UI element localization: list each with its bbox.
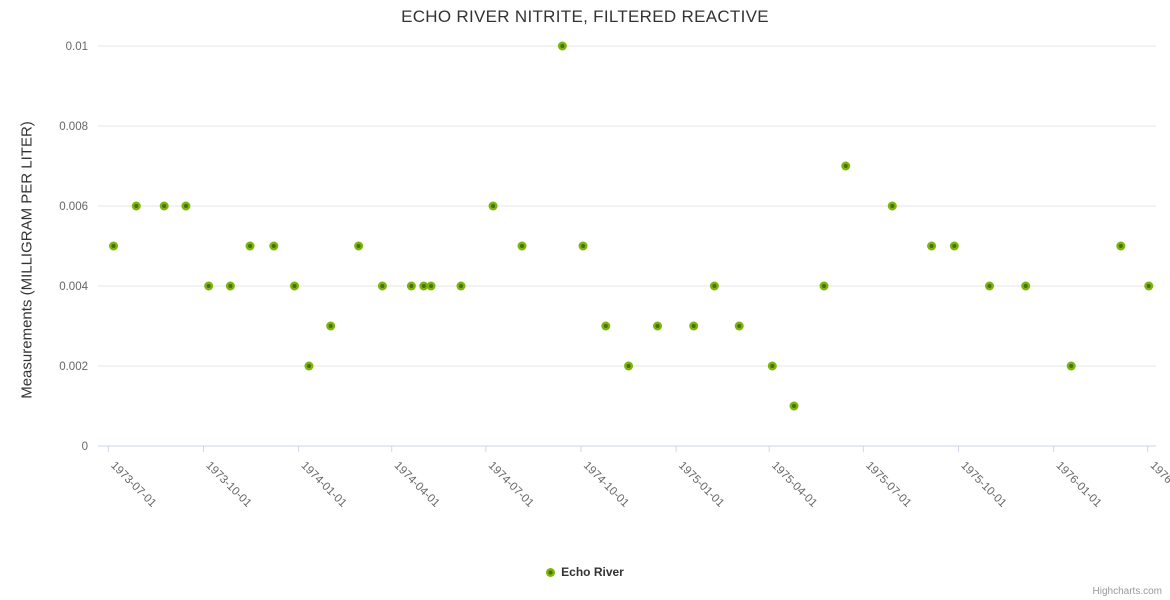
data-point-core xyxy=(429,284,434,288)
data-point-core xyxy=(626,364,631,368)
x-axis-tick-label: 1976-01-01 xyxy=(1053,460,1103,510)
data-point-core xyxy=(206,284,211,288)
data-point-core xyxy=(603,324,608,328)
data-point-core xyxy=(1023,284,1028,288)
y-axis-tick-label: 0.008 xyxy=(59,121,88,133)
x-axis-tick-label: 1975-10-01 xyxy=(958,460,1008,510)
data-point-core xyxy=(952,244,957,248)
legend-item-echo-river[interactable]: Echo River xyxy=(546,565,624,579)
data-point-core xyxy=(306,364,311,368)
data-point-core xyxy=(111,244,116,248)
x-axis-tick-label: 1974-04-01 xyxy=(392,460,442,510)
legend: Echo River xyxy=(0,562,1170,582)
data-point-core xyxy=(162,204,167,208)
data-point-core xyxy=(712,284,717,288)
data-point-core xyxy=(248,244,253,248)
x-axis-tick-label: 1974-07-01 xyxy=(486,460,536,510)
data-point-core xyxy=(459,284,464,288)
data-point-core xyxy=(843,164,848,168)
data-point-core xyxy=(183,204,188,208)
data-point-core xyxy=(409,284,414,288)
x-axis-tick-label: 1975-01-01 xyxy=(676,460,726,510)
data-point-core xyxy=(356,244,361,248)
data-point-core xyxy=(987,284,992,288)
x-axis-tick-label: 1976-04-01 xyxy=(1148,460,1170,510)
x-axis-tick-label: 1975-07-01 xyxy=(863,460,913,510)
x-axis-tick-label: 1973-10-01 xyxy=(203,460,253,510)
data-point-core xyxy=(328,324,333,328)
data-point-core xyxy=(421,284,426,288)
data-point-core xyxy=(770,364,775,368)
data-point-core xyxy=(1069,364,1074,368)
data-point-core xyxy=(737,324,742,328)
chart-title: ECHO RIVER NITRITE, FILTERED REACTIVE xyxy=(401,7,769,26)
data-point-core xyxy=(890,204,895,208)
data-point-core xyxy=(491,204,496,208)
data-point-core xyxy=(134,204,139,208)
legend-marker-icon xyxy=(546,567,556,577)
data-point-core xyxy=(292,284,297,288)
y-axis-tick-label: 0.004 xyxy=(59,281,88,293)
data-point-core xyxy=(655,324,660,328)
data-point-core xyxy=(228,284,233,288)
data-point-core xyxy=(822,284,827,288)
data-point-core xyxy=(271,244,276,248)
y-axis-tick-label: 0.006 xyxy=(59,201,88,213)
x-axis-tick-label: 1975-04-01 xyxy=(769,460,819,510)
data-point-core xyxy=(691,324,696,328)
x-axis-tick-label: 1974-01-01 xyxy=(299,460,349,510)
y-axis-tick-label: 0.002 xyxy=(59,361,88,373)
data-point-core xyxy=(581,244,586,248)
data-point-core xyxy=(560,44,565,48)
x-axis-tick-label: 1973-07-01 xyxy=(108,460,158,510)
data-point-core xyxy=(1118,244,1123,248)
x-axis-tick-label: 1974-10-01 xyxy=(581,460,631,510)
data-point-core xyxy=(792,404,797,408)
legend-label: Echo River xyxy=(561,565,624,579)
data-point-core xyxy=(520,244,525,248)
data-point-core xyxy=(929,244,934,248)
y-axis-tick-label: 0 xyxy=(82,441,88,453)
highcharts-credits-link[interactable]: Highcharts.com xyxy=(1092,586,1162,597)
data-point-core xyxy=(1146,284,1151,288)
y-axis-tick-label: 0.01 xyxy=(66,41,88,53)
data-point-core xyxy=(380,284,385,288)
